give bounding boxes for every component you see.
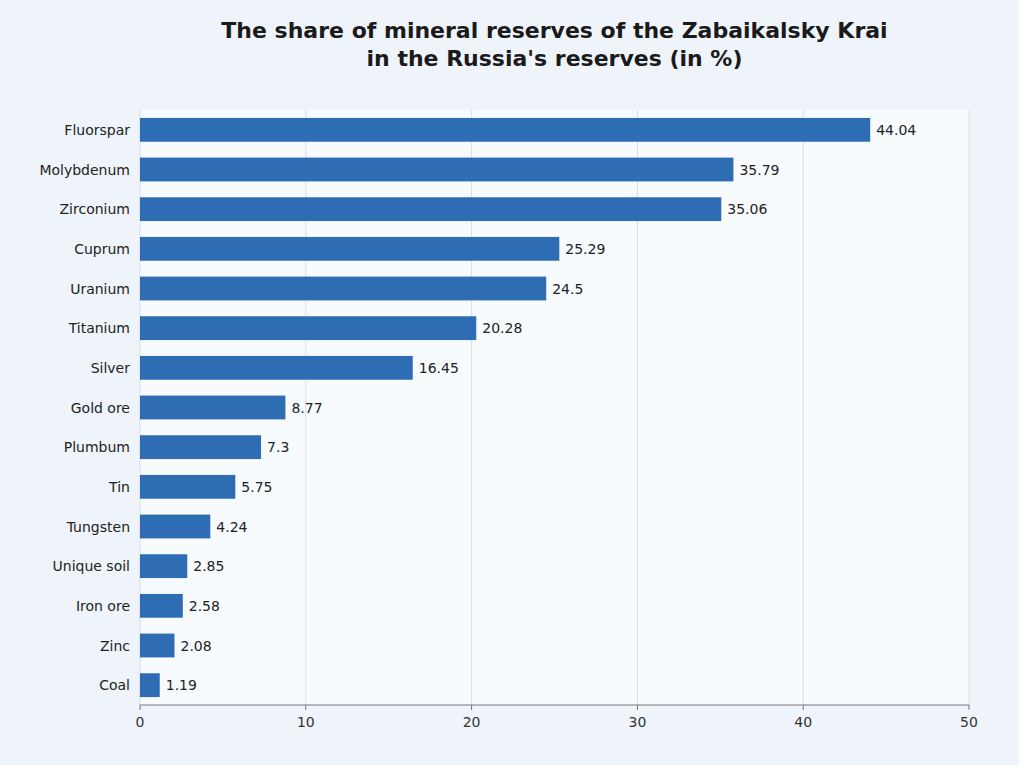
chart-container: The share of mineral reserves of the Zab… <box>0 0 1019 765</box>
bar <box>140 396 285 420</box>
bar <box>140 197 721 221</box>
category-label: Iron ore <box>76 598 130 614</box>
background <box>0 0 1019 765</box>
bar <box>140 594 183 618</box>
x-tick <box>969 705 970 710</box>
bars <box>140 118 870 697</box>
bar <box>140 634 174 658</box>
x-tick <box>471 705 472 710</box>
category-label: Zirconium <box>60 201 130 217</box>
x-tick-label: 40 <box>794 714 812 730</box>
bar <box>140 475 235 499</box>
category-label: Silver <box>91 360 131 376</box>
x-axis-line <box>140 705 969 706</box>
data-label: 44.04 <box>876 122 916 138</box>
data-label: 24.5 <box>552 281 583 297</box>
bar <box>140 356 413 380</box>
bar <box>140 237 559 261</box>
grid-line <box>803 110 804 705</box>
category-label: Tungsten <box>66 519 130 535</box>
data-label: 2.08 <box>180 638 211 654</box>
category-label: Uranium <box>70 281 130 297</box>
data-label: 16.45 <box>419 360 459 376</box>
chart-title: The share of mineral reserves of the Zab… <box>221 18 887 71</box>
bar <box>140 277 546 301</box>
x-tick <box>305 705 306 710</box>
grid-line <box>969 110 970 705</box>
data-label: 7.3 <box>267 439 289 455</box>
category-label: Titanium <box>68 320 130 336</box>
plot-background <box>140 110 969 705</box>
chart-svg: The share of mineral reserves of the Zab… <box>0 0 1019 765</box>
category-label: Molybdenum <box>39 162 130 178</box>
x-tick <box>637 705 638 710</box>
category-label: Cuprum <box>74 241 130 257</box>
plot-area: 0 10 20 30 40 50 44.04 35.79 35.06 25.29 24.5 20.28… <box>39 110 978 730</box>
category-label: Gold ore <box>71 400 130 416</box>
bar <box>140 515 210 539</box>
data-label: 35.79 <box>739 162 779 178</box>
data-label: 2.58 <box>189 598 220 614</box>
bar <box>140 118 870 142</box>
category-label: Plumbum <box>64 439 130 455</box>
data-label: 1.19 <box>166 677 197 693</box>
bar <box>140 673 160 697</box>
data-label: 5.75 <box>241 479 272 495</box>
data-label: 8.77 <box>291 400 322 416</box>
x-tick-label: 0 <box>136 714 145 730</box>
data-label: 2.85 <box>193 558 224 574</box>
bar <box>140 316 476 340</box>
bar <box>140 554 187 578</box>
x-tick-label: 50 <box>960 714 978 730</box>
bar <box>140 158 733 182</box>
data-label: 35.06 <box>727 201 767 217</box>
x-tick-label: 30 <box>628 714 646 730</box>
category-label: Zinc <box>100 638 130 654</box>
data-label: 20.28 <box>482 320 522 336</box>
grid <box>140 110 969 705</box>
x-tick <box>803 705 804 710</box>
category-label: Tin <box>108 479 130 495</box>
data-label: 25.29 <box>565 241 605 257</box>
category-label: Coal <box>99 677 130 693</box>
bar <box>140 435 261 459</box>
x-tick-label: 10 <box>297 714 315 730</box>
x-tick <box>140 705 141 710</box>
x-tick-label: 20 <box>463 714 481 730</box>
category-label: Unique soil <box>53 558 130 574</box>
data-label: 4.24 <box>216 519 247 535</box>
category-label: Fluorspar <box>64 122 130 138</box>
